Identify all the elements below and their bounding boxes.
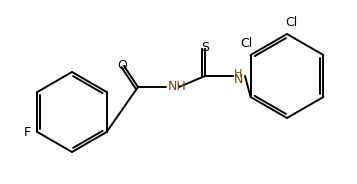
Text: S: S (201, 41, 209, 54)
Text: O: O (117, 59, 127, 72)
Text: NH: NH (168, 81, 187, 93)
Text: N: N (234, 73, 243, 86)
Text: F: F (24, 125, 31, 139)
Text: Cl: Cl (241, 37, 253, 50)
Text: Cl: Cl (285, 16, 297, 29)
Text: H: H (234, 69, 242, 79)
